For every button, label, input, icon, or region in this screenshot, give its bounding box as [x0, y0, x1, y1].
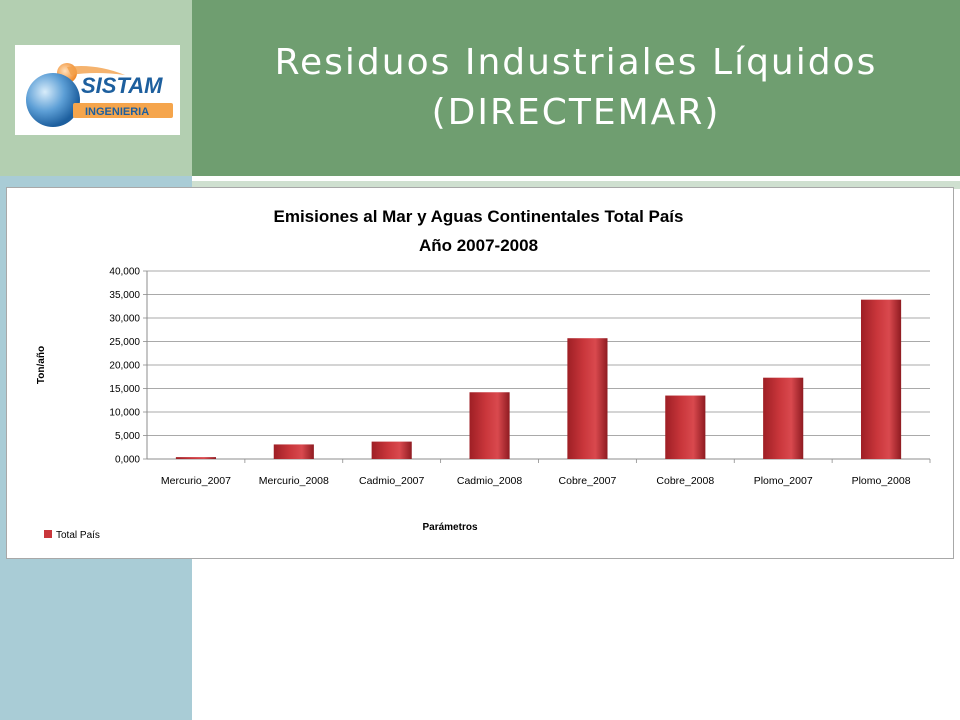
bar-cadmio_2008 [469, 392, 510, 459]
logo-subtitle-band [73, 103, 173, 118]
x-tick-label: Cobre_2008 [656, 475, 714, 487]
y-tick-label: 5,000 [115, 431, 140, 442]
company-logo: SISTAM INGENIERIA [15, 45, 180, 135]
chart-title-line1: Emisiones al Mar y Aguas Continentales T… [273, 207, 683, 226]
bar-mercurio_2007 [175, 457, 217, 459]
bar-mercurio_2008 [273, 444, 314, 459]
bar-cobre_2007 [567, 338, 608, 459]
x-tick-label: Cadmio_2008 [457, 475, 523, 487]
legend-swatch [44, 530, 52, 538]
bar-cobre_2008 [665, 395, 706, 459]
y-tick-label: 25,000 [109, 337, 140, 348]
x-tick-label: Cadmio_2007 [359, 475, 425, 487]
y-axis-title: Ton/año [36, 346, 47, 384]
legend-label: Total País [56, 530, 100, 541]
y-tick-label: 40,000 [109, 267, 140, 278]
chart-title-line2: Año 2007-2008 [419, 236, 538, 255]
bar-chart: Emisiones al Mar y Aguas Continentales T… [36, 207, 931, 541]
header-band [192, 0, 960, 176]
bar-cadmio_2007 [371, 441, 412, 459]
x-axis-title: Parámetros [422, 522, 477, 533]
y-tick-label: 20,000 [109, 361, 140, 372]
logo-large-sphere [26, 73, 80, 127]
x-tick-label: Plomo_2008 [852, 475, 911, 487]
y-tick-label: 35,000 [109, 290, 140, 301]
y-tick-label: 30,000 [109, 314, 140, 325]
y-tick-label: 15,000 [109, 384, 140, 395]
slide-title-line1: Residuos Industriales Líquidos [274, 42, 878, 83]
y-tick-label: 0,000 [115, 455, 140, 466]
logo-brand-text: SISTAM [81, 73, 163, 98]
x-tick-label: Mercurio_2007 [161, 475, 231, 487]
slide-title-line2: (DIRECTEMAR) [431, 92, 721, 133]
chart-frame: Emisiones al Mar y Aguas Continentales T… [6, 187, 954, 559]
bar-plomo_2008 [860, 299, 902, 459]
y-tick-label: 10,000 [109, 408, 140, 419]
header-strip [192, 181, 960, 189]
x-tick-label: Cobre_2007 [559, 475, 617, 487]
logo-subtitle-text: INGENIERIA [85, 106, 149, 118]
slide-title: Residuos Industriales Líquidos (DIRECTEM… [192, 38, 960, 138]
x-tick-label: Plomo_2007 [754, 475, 813, 487]
x-tick-label: Mercurio_2008 [259, 475, 329, 487]
header-divider [192, 176, 960, 181]
bar-plomo_2007 [763, 377, 804, 459]
company-logo-graphic: SISTAM INGENIERIA [26, 63, 173, 127]
